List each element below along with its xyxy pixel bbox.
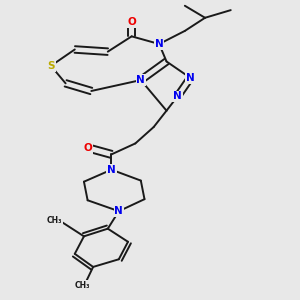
Text: N: N — [186, 73, 195, 83]
Text: N: N — [173, 92, 182, 101]
Text: N: N — [136, 75, 145, 85]
Text: N: N — [155, 39, 164, 49]
Text: CH₃: CH₃ — [47, 216, 62, 225]
Text: N: N — [114, 206, 123, 216]
Text: O: O — [127, 17, 136, 27]
Text: N: N — [107, 165, 116, 175]
Text: O: O — [83, 143, 92, 153]
Text: CH₃: CH₃ — [75, 281, 91, 290]
Text: S: S — [47, 61, 55, 71]
